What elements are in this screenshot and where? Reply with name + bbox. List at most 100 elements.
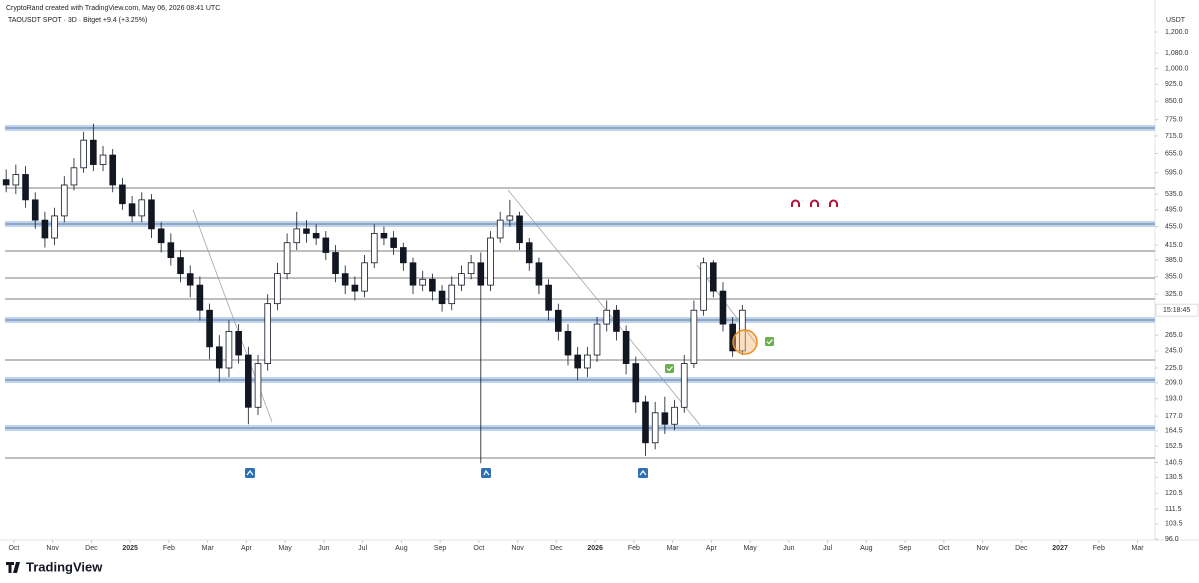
x-tick-label: Mar (202, 545, 215, 552)
candle-body (264, 303, 272, 364)
candle-body (138, 199, 146, 217)
candle-body (70, 167, 78, 186)
symbol: TAOUSDT SPOT · 3D · Bitget +9.4 (+3.25%) (8, 17, 147, 24)
y-tick-label: 140.5 (1165, 459, 1183, 466)
x-tick-label: Nov (511, 545, 524, 552)
x-tick-label: 2026 (587, 545, 603, 552)
x-tick-label: 2025 (122, 545, 138, 552)
candle-body (680, 363, 688, 408)
candle-body (584, 354, 591, 369)
candle-body (419, 278, 426, 286)
candle-body (642, 401, 649, 444)
candle-body (361, 262, 368, 292)
y-tick-label: 535.0 (1165, 191, 1183, 198)
candle-body (31, 199, 39, 221)
y-tick-label: 1,000.0 (1165, 65, 1188, 72)
y-tick-label: 415.0 (1165, 242, 1183, 249)
candle-body (458, 273, 465, 286)
candle-body (467, 262, 475, 275)
candle-body (119, 184, 126, 205)
y-tick-label: 850.0 (1165, 98, 1183, 105)
candle-body (99, 154, 107, 165)
candle-body (167, 242, 175, 258)
candle-body (719, 290, 727, 325)
y-tick-label: 715.0 (1165, 133, 1183, 140)
candle-body (370, 232, 378, 264)
x-tick-label: Apr (706, 545, 718, 552)
candle-body (157, 228, 165, 244)
x-tick-label: Dec (85, 545, 98, 552)
candle-body (90, 139, 97, 165)
y-tick-label: 209.0 (1165, 380, 1183, 387)
check-icon (665, 364, 674, 373)
credit: CryptoRand created with TradingView.com,… (6, 5, 220, 12)
candle-body (283, 242, 291, 275)
x-tick-label: Dec (1015, 545, 1028, 552)
candle-body (312, 232, 320, 239)
check-icon (765, 337, 774, 346)
y-tick-label: 355.0 (1165, 273, 1183, 280)
candle-body (225, 330, 233, 369)
candle-body (613, 309, 620, 332)
y-tick-label: 775.0 (1165, 117, 1183, 124)
candle-body (603, 309, 611, 325)
y-tick-label: 1,200.0 (1165, 29, 1188, 36)
candle-body (671, 406, 678, 425)
candle-body (429, 278, 436, 292)
candle-body (729, 323, 736, 352)
y-tick-label: 655.0 (1165, 150, 1183, 157)
candle-body (709, 262, 717, 292)
candle-body (303, 228, 310, 234)
x-tick-label: Feb (1093, 545, 1105, 552)
y-tick-label: 177.0 (1165, 413, 1183, 420)
candle-body (400, 247, 407, 264)
x-tick-label: Jun (318, 545, 329, 552)
candle-body (215, 346, 223, 369)
price-label-bg (1155, 303, 1199, 317)
x-tick-label: Aug (860, 545, 873, 552)
candle-body (525, 242, 533, 264)
candle-body (274, 273, 281, 305)
candle-body (109, 154, 117, 186)
trend-line (696, 264, 758, 346)
candle-body (574, 354, 581, 369)
candle-body (700, 262, 707, 311)
y-tick-label: 595.0 (1165, 170, 1183, 177)
candle-body (322, 237, 330, 253)
candle-body (51, 215, 58, 239)
candle-body (516, 215, 523, 244)
candle-body (12, 174, 20, 186)
plot (2, 123, 746, 464)
y-tick-label: 103.5 (1165, 521, 1183, 528)
logo: TradingView (26, 559, 103, 574)
x-tick-label: Sep (434, 545, 447, 552)
candle-body (341, 273, 349, 286)
y-tick-label: 495.0 (1165, 207, 1183, 214)
y-tick-label: 325.0 (1165, 291, 1183, 298)
candle-body (80, 139, 87, 169)
check-mark (766, 339, 773, 345)
candle-body (380, 232, 388, 239)
arrow-glyphs (246, 469, 647, 476)
y-tick-label: 385.0 (1165, 257, 1183, 264)
magnet-icons (791, 199, 838, 207)
price-label: 15:18:45 (1163, 307, 1190, 314)
candle-body (545, 284, 552, 311)
x-tick-label: Apr (241, 545, 253, 552)
x-tick-label: Nov (46, 545, 59, 552)
x-tick-label: Mar (1132, 545, 1145, 552)
candle-body (506, 215, 514, 221)
candle-body (477, 262, 485, 286)
drawings (245, 199, 838, 478)
candle-body (22, 174, 29, 201)
y-tick-label: 193.0 (1165, 396, 1183, 403)
candle-body (186, 273, 194, 286)
candle-body (690, 309, 698, 364)
candle-body (245, 354, 252, 408)
candle-body (487, 237, 494, 286)
candle-body (496, 219, 504, 239)
arrow-icon (481, 468, 491, 478)
candle-body (535, 262, 543, 286)
x-tick-label: Aug (395, 545, 408, 552)
